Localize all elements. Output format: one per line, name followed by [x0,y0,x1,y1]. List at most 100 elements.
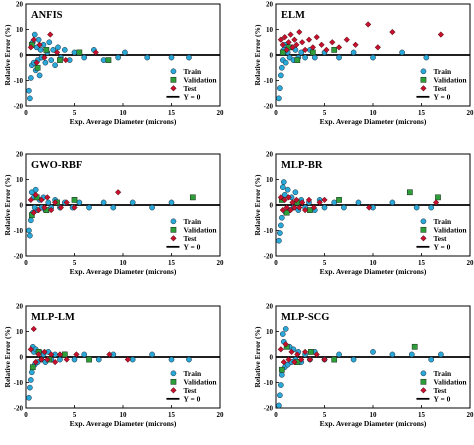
point-train [302,54,308,61]
point-train [423,54,430,61]
y-tick-label: 20 [16,1,24,9]
legend-label-train: Train [183,67,202,76]
point-train [100,57,107,63]
legend-marker-train [170,68,177,75]
legend-label-reference: Y = 0 [183,242,200,251]
y-tick-label: 20 [266,303,274,311]
legend-label-test: Test [183,386,197,395]
legend-marker-validation [170,226,177,233]
y-tick-label: 0 [270,354,274,362]
point-train [278,214,285,221]
x-axis-label: Exp. Average Diameter (microns) [320,419,427,428]
point-test [48,206,55,214]
legend-marker-train [170,370,177,377]
point-validation [279,49,286,56]
point-train [86,204,92,211]
point-train [129,199,136,206]
point-test [288,348,295,356]
legend-marker-test [420,387,427,394]
point-test [114,189,122,196]
x-tick-label: 0 [274,411,278,419]
point-test [41,204,48,211]
x-tick-label: 10 [120,259,128,267]
legend-label-train: Train [433,67,452,76]
point-train [399,49,405,56]
point-test [291,204,298,211]
point-test [309,44,317,51]
x-tick-label: 15 [418,259,426,267]
point-test [53,49,61,56]
point-test [281,196,288,204]
x-tick-label: 20 [217,259,225,267]
point-train [32,186,39,193]
point-test [277,194,285,201]
y-tick-label: 20 [16,151,24,159]
point-train [350,356,357,363]
point-test [301,348,309,356]
y-tick-label: 20 [266,151,274,159]
point-validation [310,49,316,56]
point-test [47,31,54,38]
point-test [335,44,343,51]
point-validation [189,194,196,201]
point-test [30,36,37,43]
y-tick-label: -10 [14,227,24,235]
legend-marker-validation [170,378,177,385]
point-train [48,57,55,63]
x-tick-label: 5 [73,411,77,419]
y-tick-label: 0 [270,202,274,210]
point-test [287,206,294,214]
legend-marker-train [420,370,427,377]
legend-label-train: Train [433,369,452,378]
point-train [277,85,283,92]
legend-label-validation: Validation [433,75,467,84]
legend-label-train: Train [183,217,202,226]
point-validation [34,64,41,71]
legend-label-validation: Validation [433,377,467,386]
y-tick-label: 20 [266,1,274,9]
point-train [286,54,293,61]
point-train [278,372,285,378]
x-tick-label: 0 [24,109,28,117]
y-tick-label: 0 [20,202,24,210]
legend-marker-validation [420,378,427,385]
point-test [38,196,45,204]
y-axis-label: Relative Error (%) [253,174,262,235]
x-tick-label: 0 [24,411,28,419]
y-tick-label: -10 [14,379,24,387]
point-train [26,394,32,401]
point-train [28,217,34,224]
point-validation [76,49,83,56]
point-test [279,206,286,214]
legend-marker-validation [170,76,177,83]
point-test [282,341,289,348]
point-test [389,28,396,36]
point-validation [29,364,36,371]
point-test [329,39,336,46]
point-test [321,356,328,363]
point-test [30,325,37,333]
x-tick-label: 15 [168,411,176,419]
point-test [296,204,303,211]
legend-label-train: Train [433,217,452,226]
point-test [305,196,313,204]
point-test [323,46,330,54]
point-train [321,204,328,211]
x-tick-label: 15 [168,109,176,117]
legend-label-test: Test [433,386,447,395]
y-tick-label: 10 [266,176,274,184]
point-test [27,196,35,204]
y-tick-label: -10 [264,227,274,235]
point-validation [43,47,50,53]
point-train [31,31,38,38]
point-test [41,348,48,356]
point-test [289,199,296,206]
point-test [343,36,350,43]
point-test [291,358,298,366]
y-tick-label: -20 [264,253,274,261]
x-tick-label: 5 [323,259,327,267]
